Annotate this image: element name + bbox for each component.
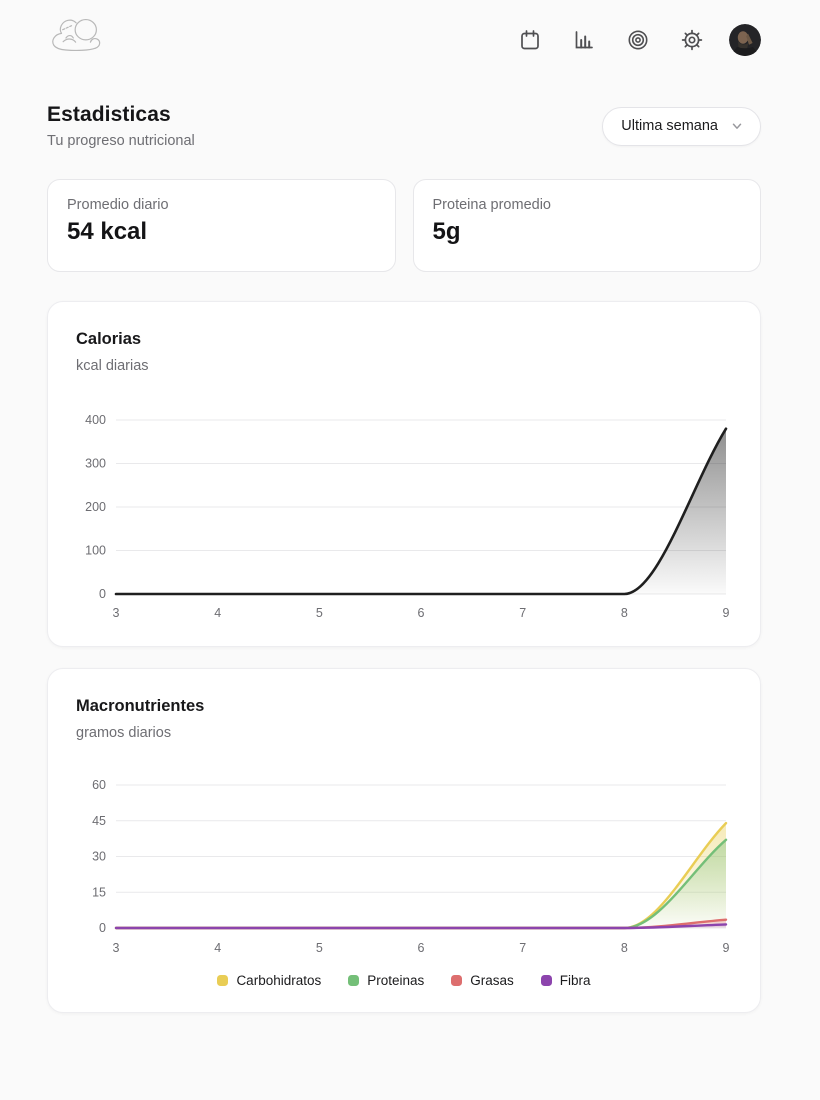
chart-subtitle: gramos diarios	[76, 725, 172, 741]
app-root: Estadisticas Tu progreso nutricional Ult…	[47, 14, 761, 1013]
x-axis-tick: 9	[723, 606, 730, 620]
y-axis-tick: 100	[85, 544, 106, 558]
legend-swatch	[348, 975, 360, 986]
settings-gear-icon[interactable]	[675, 23, 709, 57]
stats-row: Promedio diario 54 kcal Proteina promedi…	[47, 179, 761, 272]
x-axis-tick: 6	[418, 941, 425, 955]
x-axis-tick: 6	[418, 606, 425, 620]
legend-swatch	[540, 975, 552, 986]
x-axis-tick: 4	[214, 941, 221, 955]
legend-item: Grasas	[451, 973, 514, 988]
logo-doodle-drawing	[52, 18, 101, 52]
app-header	[47, 14, 761, 65]
legend-label: Proteinas	[367, 973, 425, 988]
x-axis-tick: 3	[113, 941, 120, 955]
chart-title: Macronutrientes	[76, 697, 205, 715]
chart-subtitle: kcal diarias	[76, 358, 149, 374]
page-head: Estadisticas Tu progreso nutricional Ult…	[47, 103, 761, 149]
stat-value: 54 kcal	[67, 218, 148, 245]
sketch-doodle-logo[interactable]	[47, 14, 107, 65]
calories-area-chart[interactable]: 0 100 200 300 400 3 4 5 6 7 8 9	[76, 406, 732, 622]
stat-label: Proteina promedio	[432, 197, 552, 213]
stat-card-calories: Promedio diario 54 kcal	[47, 179, 396, 272]
x-axis-tick: 9	[723, 941, 730, 955]
y-axis-tick: 0	[99, 587, 106, 601]
x-axis-tick: 5	[316, 606, 323, 620]
series-line	[114, 838, 728, 930]
x-axis-tick: 3	[113, 606, 120, 620]
page-title-block: Estadisticas Tu progreso nutricional	[47, 103, 195, 149]
legend-item: Proteinas	[348, 973, 424, 988]
y-axis-tick: 200	[85, 500, 106, 514]
user-avatar[interactable]	[729, 23, 761, 56]
legend-swatch	[217, 975, 229, 986]
legend-item: Carbohidratos	[217, 973, 321, 988]
period-select-value: Ultima semana	[621, 118, 718, 134]
macros-area-chart[interactable]: 0 15 30 45 60 3 4 5 6 7 8 9	[76, 773, 732, 957]
bar-chart-icon[interactable]	[567, 23, 601, 57]
page-subtitle: Tu progreso nutricional	[47, 133, 195, 149]
legend-label: Grasas	[470, 973, 514, 988]
period-select[interactable]: Ultima semana	[602, 106, 761, 146]
x-axis-tick: 4	[214, 606, 221, 620]
macros-chart-card: Macronutrientes gramos diarios 0 15 30 45 60…	[47, 668, 761, 1013]
x-axis-tick: 5	[316, 941, 323, 955]
target-icon[interactable]	[621, 23, 655, 57]
legend-label: Fibra	[559, 973, 591, 988]
series-line	[114, 923, 728, 930]
calendar-icon[interactable]	[513, 23, 547, 57]
series-line	[114, 427, 728, 596]
series-area	[116, 428, 726, 594]
chart-title: Calorias	[76, 330, 142, 348]
x-axis-tick: 8	[621, 606, 628, 620]
y-axis-tick: 60	[92, 778, 106, 792]
chart-legend: Carbohidratos Proteinas Grasas Fibra	[76, 973, 732, 988]
y-axis-tick: 400	[85, 413, 106, 427]
chevron-down-icon	[732, 123, 742, 129]
series-line	[114, 821, 728, 930]
calories-chart-card: Calorias kcal diarias 0 100 200 300 400 3 4 5 6 7…	[47, 301, 761, 647]
y-axis-tick: 300	[85, 457, 106, 471]
legend-item: Fibra	[540, 973, 591, 988]
stat-card-protein: Proteina promedio 5g	[412, 179, 761, 272]
y-axis-tick: 0	[99, 921, 106, 935]
y-axis-tick: 15	[92, 885, 106, 899]
legend-label: Carbohidratos	[236, 973, 322, 988]
series-area	[116, 823, 726, 928]
stat-label: Promedio diario	[67, 197, 169, 213]
series-area	[116, 839, 726, 928]
x-axis-tick: 7	[519, 941, 526, 955]
y-axis-tick: 30	[92, 850, 106, 864]
y-axis-tick: 45	[92, 814, 106, 828]
legend-swatch	[451, 975, 463, 986]
x-axis-tick: 8	[621, 941, 628, 955]
x-axis-tick: 7	[519, 606, 526, 620]
header-icon-bar	[513, 23, 761, 57]
page-title: Estadisticas	[47, 103, 171, 126]
stat-value: 5g	[432, 218, 461, 245]
